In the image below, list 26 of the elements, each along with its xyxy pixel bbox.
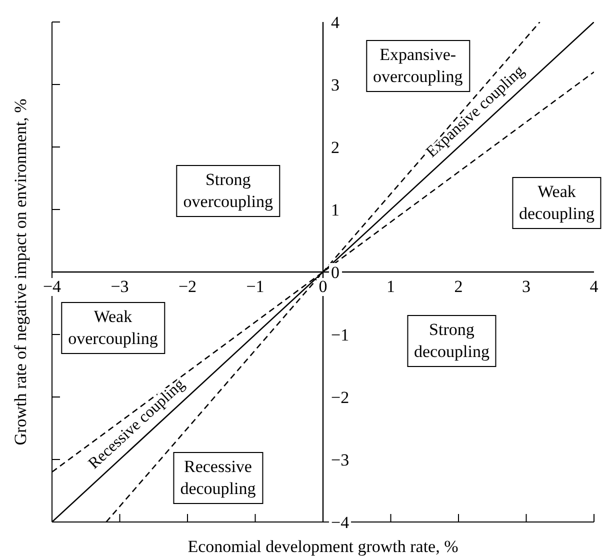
x-tick-label: −3	[110, 277, 129, 296]
y-tick-label: 3	[331, 76, 340, 94]
x-tick-label: −1	[246, 277, 264, 296]
y-tick-label: −2	[331, 388, 350, 407]
x-tick-label: 1	[386, 277, 395, 296]
y-tick-label: −3	[331, 450, 350, 470]
annotation: Strong overcoupling	[183, 168, 273, 213]
y-tick-label: 2	[331, 138, 340, 157]
x-tick-label: −2	[178, 277, 197, 296]
y-tick-label: −1	[331, 326, 350, 344]
annotation: Weak decoupling	[518, 181, 595, 226]
x-tick-label: 0	[318, 277, 328, 296]
annotation: Weak overcoupling	[68, 306, 158, 350]
annotation: Expansive-overcoupling	[372, 44, 463, 88]
y-axis-title: Growth rate of negative impact on environment, %	[11, 98, 30, 446]
y-tick-label: 0	[331, 263, 340, 282]
x-tick-label: 3	[522, 277, 530, 296]
x-tick-label: 2	[454, 277, 463, 296]
annotation: Recessive decoupling	[180, 456, 256, 500]
y-tick-label: 1	[331, 200, 340, 220]
x-tick-label: −4	[42, 277, 62, 296]
x-axis-title: Economial development growth rate, %	[188, 537, 458, 556]
x-tick-label: 4	[590, 277, 599, 296]
y-tick-label: −4	[331, 513, 350, 532]
annotation: Strong decoupling	[414, 318, 490, 363]
y-tick-label: 4	[331, 13, 340, 32]
